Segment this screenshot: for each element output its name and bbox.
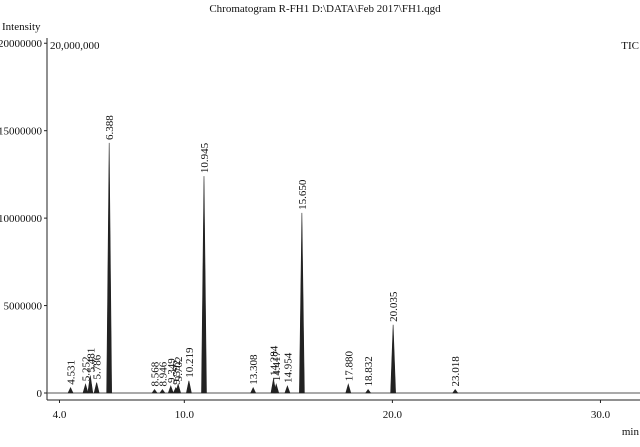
peak-label: 14.284 <box>268 345 280 376</box>
peak-label: 5.252 <box>81 357 93 382</box>
y-tick-label: 15000000 <box>0 126 43 138</box>
peak-label: 14.954 <box>282 352 294 383</box>
y-tick-label: 10000000 <box>0 213 43 225</box>
x-tick-label: 20.0 <box>383 409 403 421</box>
peak <box>175 383 182 394</box>
peak <box>159 388 166 394</box>
peak-label: 9.349 <box>166 358 178 383</box>
peak <box>87 375 94 394</box>
x-axis-label: min <box>622 426 640 438</box>
peak-label: 5.786 <box>92 354 104 379</box>
peak-label: 9.592 <box>171 360 183 385</box>
peak <box>201 176 207 394</box>
peak <box>151 388 158 394</box>
peak <box>93 382 100 394</box>
peak <box>82 383 89 394</box>
peak-label: 10.945 <box>199 142 211 173</box>
peak-label: 9.702 <box>173 357 185 382</box>
peak-label: 4.531 <box>66 360 78 385</box>
y-tick-label: 0 <box>37 388 43 400</box>
peak-label: 8.946 <box>157 361 169 386</box>
x-tick-label: 10.0 <box>175 409 195 421</box>
peak <box>345 383 352 394</box>
peak <box>167 385 174 394</box>
peak-label: 18.832 <box>363 356 375 386</box>
peak-label: 14.417 <box>271 351 283 382</box>
peak-label: 5.481 <box>85 348 97 373</box>
peak <box>273 383 280 394</box>
peak-label: 8.568 <box>150 361 162 386</box>
peak-label: 13.308 <box>248 354 260 385</box>
peak <box>186 380 192 394</box>
peak <box>299 212 305 394</box>
peak-label: 23.018 <box>450 356 462 387</box>
peak <box>250 387 257 394</box>
peak-label: 20.035 <box>388 291 400 322</box>
peak-label: 6.388 <box>104 115 116 140</box>
x-tick-label: 4.0 <box>53 409 67 421</box>
trace-label: TIC <box>621 40 639 52</box>
peak <box>284 385 291 394</box>
peak <box>67 387 74 394</box>
peak <box>106 142 112 394</box>
y-tick-label: 5000000 <box>4 301 43 313</box>
x-tick-label: 30.0 <box>591 409 611 421</box>
chart-title: Chromatogram R-FH1 D:\DATA\Feb 2017\FH1.… <box>209 3 441 15</box>
scale-label: 20,000,000 <box>50 40 100 52</box>
peak <box>452 388 459 394</box>
peak-label: 17.880 <box>343 351 355 382</box>
peak-label: 15.650 <box>297 179 309 210</box>
y-axis-label: Intensity <box>2 21 41 33</box>
peak <box>390 324 396 394</box>
peak-label: 10.219 <box>184 347 196 378</box>
y-tick-label: 20000000 <box>0 38 43 50</box>
peak <box>365 388 372 394</box>
